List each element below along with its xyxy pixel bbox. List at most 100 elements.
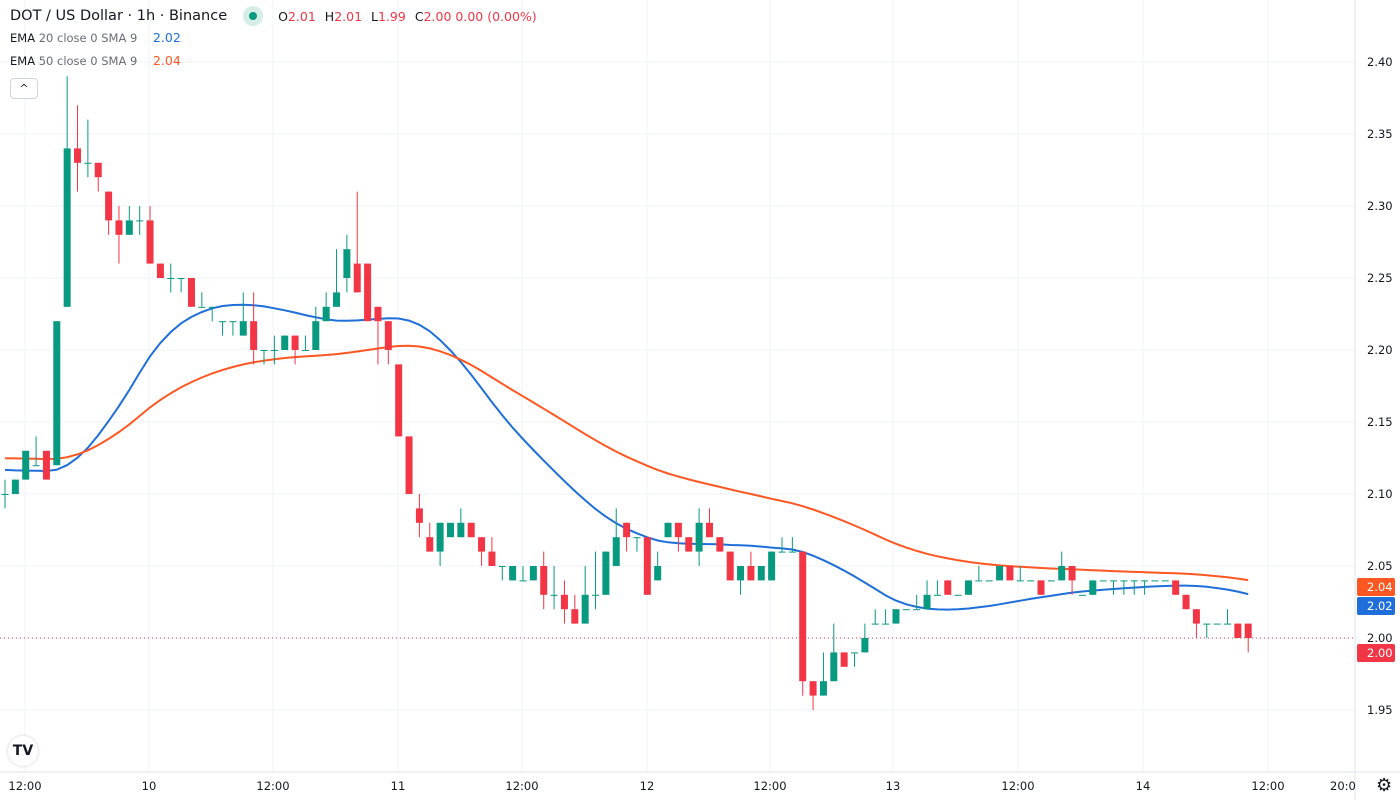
candle-body bbox=[592, 594, 600, 596]
candle bbox=[167, 263, 175, 293]
candle bbox=[1120, 580, 1128, 595]
candle bbox=[42, 450, 50, 480]
candle bbox=[1037, 580, 1045, 595]
candle-body bbox=[778, 551, 786, 553]
tradingview-logo[interactable]: TV bbox=[8, 736, 38, 766]
candle bbox=[187, 278, 195, 307]
price-tick-label: 2.40 bbox=[1367, 55, 1393, 69]
candle-body bbox=[757, 566, 765, 581]
candle bbox=[685, 537, 693, 552]
candle bbox=[498, 566, 506, 581]
candle-body bbox=[840, 652, 848, 667]
candle bbox=[809, 681, 817, 710]
price-tick-label: 2.05 bbox=[1367, 559, 1393, 573]
candle-body bbox=[933, 594, 941, 596]
candle bbox=[1244, 623, 1252, 653]
candle-body bbox=[270, 350, 278, 351]
candle-body bbox=[1089, 580, 1097, 595]
candle-body bbox=[944, 580, 952, 595]
candle-body bbox=[436, 522, 444, 552]
symbol-title[interactable]: DOT / US Dollar · 1h · Binance bbox=[10, 8, 228, 24]
candle-body bbox=[32, 465, 40, 467]
candle bbox=[250, 292, 258, 365]
candle bbox=[1068, 566, 1076, 595]
candle bbox=[1151, 580, 1159, 582]
candle-body bbox=[560, 594, 568, 610]
candle-body bbox=[799, 551, 807, 682]
candle bbox=[509, 566, 517, 581]
candle bbox=[301, 335, 309, 351]
candle-body bbox=[851, 652, 859, 654]
time-tick-label: 12:00 bbox=[8, 779, 41, 793]
candle bbox=[747, 551, 755, 581]
market-status-icon bbox=[243, 6, 264, 26]
candle-body bbox=[1047, 580, 1055, 582]
time-tick-label: 12 bbox=[640, 779, 655, 793]
candle bbox=[84, 119, 92, 178]
price-label-badge bbox=[1357, 644, 1395, 662]
candle-body bbox=[819, 681, 827, 696]
candle-body bbox=[136, 220, 144, 222]
candle bbox=[1027, 580, 1035, 582]
open-label: O bbox=[278, 8, 288, 24]
candle-body bbox=[830, 652, 838, 682]
candle-body bbox=[954, 594, 962, 596]
candle bbox=[623, 522, 631, 552]
candle-body bbox=[1213, 623, 1221, 625]
candle bbox=[861, 623, 869, 653]
price-tick-label: 1.95 bbox=[1367, 703, 1393, 717]
gear-icon[interactable]: ⚙ bbox=[1376, 775, 1393, 796]
candle-body bbox=[788, 551, 796, 553]
candle bbox=[156, 263, 164, 278]
low-label: L bbox=[371, 8, 378, 24]
candle-body bbox=[42, 450, 50, 480]
candle-body bbox=[22, 450, 30, 480]
candle bbox=[270, 335, 278, 365]
candle-body bbox=[146, 220, 154, 264]
price-label-text: 2.02 bbox=[1367, 599, 1393, 613]
candle bbox=[1058, 551, 1066, 581]
candle-body bbox=[705, 522, 713, 538]
candle-body bbox=[1161, 580, 1169, 582]
candle bbox=[882, 609, 890, 625]
candle-body bbox=[716, 537, 724, 552]
candle bbox=[384, 321, 392, 365]
candle-body bbox=[446, 522, 454, 538]
candle bbox=[1130, 580, 1138, 595]
candle-body bbox=[125, 220, 133, 235]
candle bbox=[395, 364, 403, 437]
candle-body bbox=[1130, 580, 1138, 582]
indicator-ema50[interactable]: EMA 50 close 0 SMA 9 2.04 bbox=[10, 49, 537, 72]
candle bbox=[799, 551, 807, 696]
high-label: H bbox=[324, 8, 335, 24]
candle-body bbox=[1192, 609, 1200, 624]
candle bbox=[695, 508, 703, 566]
candle bbox=[136, 206, 144, 235]
candle bbox=[198, 292, 206, 308]
candle bbox=[643, 537, 651, 595]
candle bbox=[457, 508, 465, 538]
candle bbox=[322, 292, 330, 322]
candle-body bbox=[519, 580, 527, 582]
candle bbox=[1172, 580, 1180, 595]
candle bbox=[74, 105, 82, 192]
candle bbox=[529, 566, 537, 581]
low-value: 1.99 bbox=[378, 8, 406, 24]
candle-body bbox=[1203, 623, 1211, 625]
candle-body bbox=[364, 263, 372, 322]
indicator-name: EMA bbox=[10, 31, 36, 45]
candle-body bbox=[892, 609, 900, 624]
candle bbox=[550, 566, 558, 610]
candle bbox=[933, 580, 941, 596]
chevron-up-icon[interactable]: ^ bbox=[10, 78, 38, 99]
candle bbox=[260, 350, 268, 365]
candle bbox=[426, 522, 434, 552]
candle bbox=[1089, 580, 1097, 595]
candle-body bbox=[239, 321, 247, 336]
candle bbox=[778, 537, 786, 553]
indicator-ema20[interactable]: EMA 20 close 0 SMA 9 2.02 bbox=[10, 26, 537, 49]
indicator-params: 50 close 0 SMA 9 bbox=[38, 54, 138, 68]
candle-body bbox=[167, 278, 175, 279]
candle bbox=[22, 450, 30, 480]
